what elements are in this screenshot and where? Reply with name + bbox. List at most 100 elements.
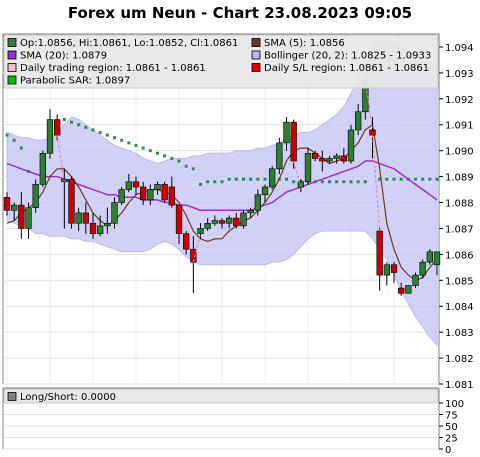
sar-dot — [342, 180, 346, 184]
legend-item: Daily trading region: 1.0861 - 1.0861 — [7, 63, 206, 74]
candle — [347, 124, 355, 164]
candle — [419, 259, 426, 278]
sar-dot — [320, 180, 324, 184]
main-y-axis: 1.081 1.082 1.083 1.084 1.085 1.086 1.087 1.088… — [439, 43, 474, 391]
candle-body — [405, 285, 412, 294]
legend-swatch — [7, 50, 17, 60]
candle — [56, 135, 68, 229]
y-tick-label: 1.092 — [445, 95, 474, 106]
sma5-line — [6, 123, 438, 281]
sar-dot — [428, 177, 432, 181]
gap-line — [293, 160, 302, 188]
y-tick-label: 1.091 — [445, 121, 474, 132]
sar-dot — [435, 177, 439, 181]
candle — [333, 153, 340, 164]
candle — [82, 202, 90, 234]
y-tick-label: 1.089 — [445, 173, 474, 184]
candle — [254, 189, 261, 216]
sar-dot — [12, 138, 16, 142]
candle-body — [118, 189, 125, 203]
candle-body — [147, 189, 154, 201]
sar-dot — [163, 154, 167, 158]
candle-body — [218, 220, 226, 224]
candle-body — [168, 186, 175, 206]
y-tick-label: 1.083 — [445, 328, 474, 339]
legend-swatch — [251, 63, 261, 72]
sar-dot — [141, 146, 145, 150]
sar-dot — [363, 180, 367, 184]
candle-body — [39, 152, 47, 185]
legend-label: Long/Short: 0.0000 — [20, 392, 116, 403]
sar-dot — [62, 118, 66, 122]
candle — [25, 202, 32, 239]
sar-dot — [113, 136, 116, 140]
candle-body — [125, 181, 133, 190]
sar-dot — [227, 177, 231, 181]
candle — [412, 272, 419, 289]
sar-dot — [263, 177, 267, 181]
candle — [104, 207, 111, 234]
sar-dot — [249, 177, 253, 181]
candle — [261, 184, 269, 203]
candle — [276, 137, 283, 174]
candle-body — [175, 204, 183, 234]
candle-body — [426, 251, 434, 263]
candle-body — [11, 204, 18, 211]
candle-body — [304, 152, 312, 183]
candle — [426, 249, 434, 265]
candle — [32, 179, 39, 213]
lower-legend: Long/Short: 0.0000 — [7, 392, 116, 403]
candle-body — [3, 197, 11, 211]
candle — [89, 212, 97, 239]
candle — [319, 150, 326, 172]
candle-body — [383, 264, 391, 276]
candle — [111, 197, 118, 229]
candle — [118, 186, 125, 206]
candle-body — [18, 204, 25, 229]
sar-dot — [105, 133, 109, 137]
candle-body — [319, 158, 326, 162]
candle — [226, 215, 233, 229]
legend-swatch — [7, 63, 17, 72]
y-tick-label: 1.085 — [445, 276, 474, 287]
candle — [293, 160, 305, 193]
candle-body — [111, 202, 118, 224]
sar-dot — [421, 177, 425, 181]
sar-dot — [91, 128, 95, 132]
candle — [372, 135, 383, 291]
y-tick-label: 1.087 — [445, 224, 474, 235]
y-tick-label: 1.084 — [445, 302, 474, 313]
candle-body — [25, 207, 32, 229]
candle — [192, 223, 204, 263]
legend-label: Bollinger (20, 2): 1.0825 - 1.0933 — [264, 51, 431, 62]
sar-dot — [285, 177, 288, 181]
candle-body — [254, 194, 261, 211]
candle-body — [32, 184, 39, 209]
candle — [168, 176, 175, 208]
candle — [247, 207, 254, 219]
sar-dot — [77, 123, 81, 127]
candle-body — [82, 212, 90, 224]
candle — [240, 210, 247, 229]
legend-item: Daily S/L region: 1.0861 - 1.0861 — [251, 63, 429, 74]
sar-dot — [378, 177, 382, 181]
legend-label: Parabolic SAR: 1.0897 — [20, 76, 130, 87]
candle — [283, 116, 290, 151]
candle — [211, 215, 218, 226]
candle — [405, 285, 412, 294]
candle-body — [326, 158, 333, 162]
candle-body — [233, 217, 240, 227]
candle — [204, 218, 211, 232]
candle-body — [240, 212, 247, 227]
legend-item: Parabolic SAR: 1.0897 — [7, 76, 130, 87]
sar-dot — [234, 177, 238, 181]
candle-body — [419, 261, 426, 276]
sar-dot — [399, 177, 403, 181]
gap-line — [372, 135, 381, 232]
candle — [132, 176, 140, 195]
main-legend: Op:1.0856, Hi:1.0861, Lo:1.0852, Cl:1.08… — [7, 38, 431, 87]
candle — [125, 174, 133, 193]
